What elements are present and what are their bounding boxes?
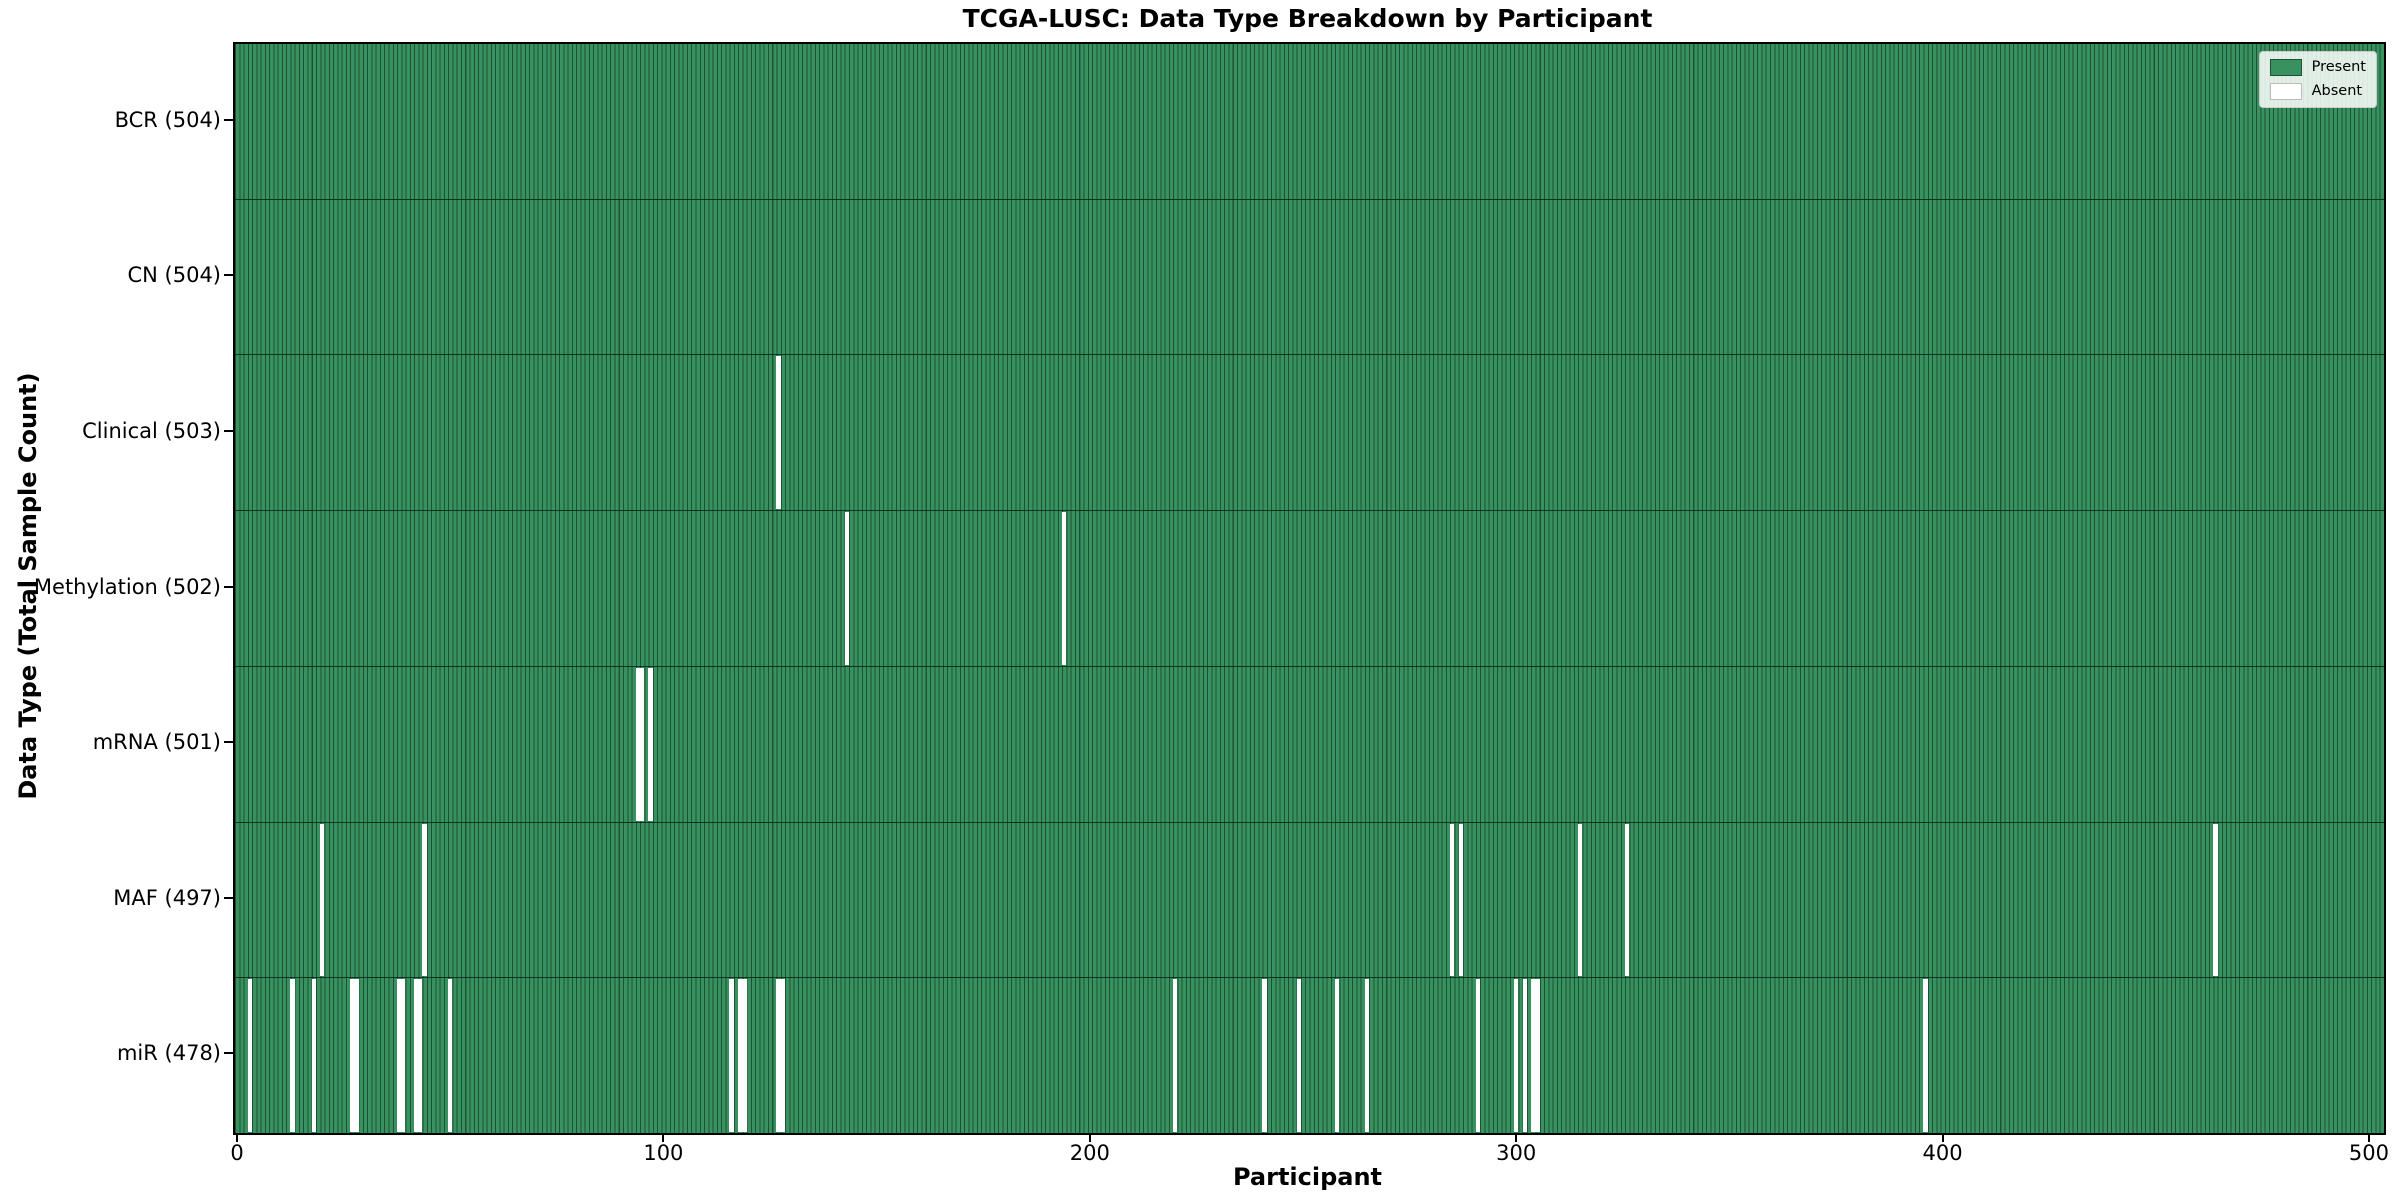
ytick-mark bbox=[224, 274, 233, 277]
row-methylation bbox=[235, 510, 2384, 666]
absent-bar bbox=[354, 979, 359, 1133]
absent-bar bbox=[1262, 979, 1267, 1133]
absent-bar bbox=[1531, 979, 1536, 1133]
absent-bar bbox=[742, 979, 747, 1133]
present-swatch-icon bbox=[2269, 59, 2302, 76]
xtick-mark bbox=[236, 1133, 238, 1142]
absent-bar bbox=[2213, 823, 2218, 977]
absent-bar bbox=[1475, 979, 1480, 1133]
row-bcr bbox=[235, 44, 2384, 199]
ytick-label-mir: miR (478) bbox=[116, 1041, 221, 1066]
absent-bar bbox=[1458, 823, 1463, 977]
row-cn bbox=[235, 198, 2384, 355]
legend-absent-label: Absent bbox=[2311, 83, 2363, 100]
absent-bar bbox=[776, 356, 781, 510]
absent-bar bbox=[396, 979, 402, 1133]
absent-bar bbox=[1296, 979, 1301, 1133]
plot-area: Present Absent bbox=[233, 42, 2386, 1135]
xtick-mark bbox=[1088, 1133, 1091, 1142]
absent-bar bbox=[1062, 512, 1067, 665]
legend-entry-absent: Absent bbox=[2269, 83, 2366, 100]
absent-bar bbox=[1522, 979, 1527, 1133]
absent-bar bbox=[738, 979, 743, 1133]
ytick-mark bbox=[224, 118, 233, 121]
row-mrna bbox=[235, 665, 2384, 822]
xtick-mark bbox=[1515, 1133, 1518, 1142]
absent-swatch-icon bbox=[2269, 83, 2302, 100]
absent-bar bbox=[290, 979, 295, 1133]
legend: Present Absent bbox=[2258, 51, 2377, 108]
ytick-label-bcr: BCR (504) bbox=[114, 107, 221, 132]
absent-bar bbox=[413, 979, 419, 1133]
row-mir bbox=[235, 977, 2384, 1134]
xtick-mark bbox=[2367, 1133, 2370, 1142]
rows-container bbox=[235, 44, 2384, 1134]
row-maf bbox=[235, 821, 2384, 978]
ytick-mark bbox=[224, 896, 233, 899]
ytick-mark bbox=[224, 1052, 233, 1055]
x-axis-label: Participant bbox=[1232, 1163, 1383, 1191]
ytick-mark bbox=[224, 429, 233, 432]
absent-bar bbox=[418, 979, 423, 1133]
absent-bar bbox=[311, 979, 316, 1133]
absent-bar bbox=[1514, 979, 1519, 1133]
absent-bar bbox=[1334, 979, 1340, 1133]
absent-bar bbox=[1450, 823, 1455, 977]
absent-bar bbox=[1172, 979, 1178, 1133]
xtick-label-300: 300 bbox=[1496, 1141, 1537, 1165]
xtick-mark bbox=[662, 1133, 665, 1142]
row-clinical bbox=[235, 354, 2384, 511]
absent-bar bbox=[401, 979, 406, 1133]
absent-bar bbox=[1364, 979, 1370, 1133]
absent-bar bbox=[1535, 979, 1540, 1133]
ytick-label-methylation: Methylation (502) bbox=[33, 574, 221, 599]
legend-present-label: Present bbox=[2311, 59, 2366, 76]
absent-bar bbox=[448, 979, 453, 1133]
chart-title: TCGA-LUSC: Data Type Breakdown by Partic… bbox=[962, 4, 1653, 33]
absent-bar bbox=[844, 512, 849, 665]
ytick-mark bbox=[224, 741, 233, 744]
absent-bar bbox=[1577, 823, 1583, 977]
ytick-label-maf: MAF (497) bbox=[113, 885, 221, 910]
absent-bar bbox=[1923, 979, 1928, 1133]
xtick-label-200: 200 bbox=[1069, 1141, 1110, 1165]
absent-bar bbox=[780, 979, 785, 1133]
ytick-label-clinical: Clinical (503) bbox=[82, 418, 221, 443]
ytick-label-cn: CN (504) bbox=[127, 263, 221, 288]
absent-bar bbox=[648, 667, 653, 821]
absent-bar bbox=[422, 823, 427, 977]
legend-entry-present: Present bbox=[2269, 59, 2366, 76]
ytick-mark bbox=[224, 585, 233, 588]
absent-bar bbox=[247, 979, 252, 1133]
absent-bar bbox=[639, 667, 645, 821]
absent-bar bbox=[729, 979, 734, 1133]
absent-bar bbox=[635, 667, 640, 821]
absent-bar bbox=[349, 979, 355, 1133]
xtick-label-500: 500 bbox=[2348, 1141, 2389, 1165]
xtick-mark bbox=[1941, 1133, 1944, 1142]
xtick-label-400: 400 bbox=[1922, 1141, 1963, 1165]
xtick-label-100: 100 bbox=[643, 1141, 684, 1165]
absent-bar bbox=[1624, 823, 1630, 977]
ytick-label-mrna: mRNA (501) bbox=[92, 730, 221, 755]
xtick-label-0: 0 bbox=[230, 1141, 244, 1165]
absent-bar bbox=[320, 823, 325, 977]
absent-bar bbox=[776, 979, 781, 1133]
